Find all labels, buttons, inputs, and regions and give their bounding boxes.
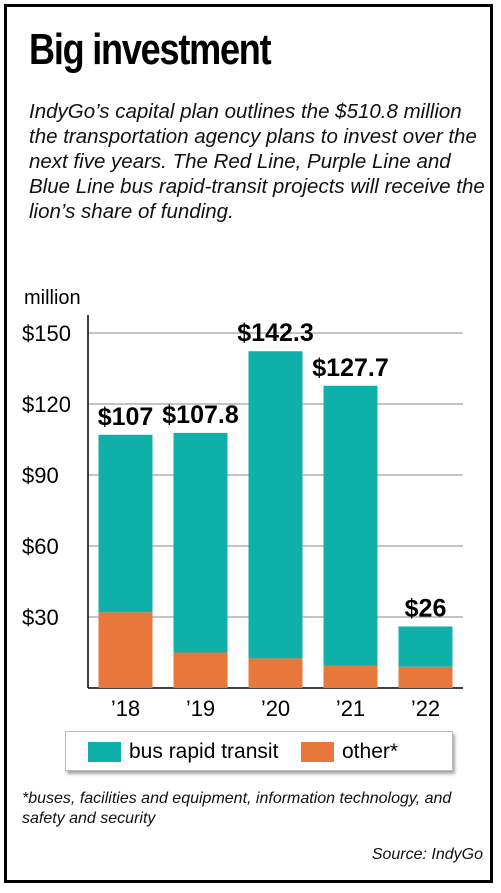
y-tick-label: $120: [22, 392, 71, 417]
x-tick-label: ’20: [261, 696, 290, 721]
legend-item-brt: bus rapid transit: [88, 740, 278, 764]
y-axis-label: million: [24, 287, 81, 309]
bar-total-label: $26: [405, 594, 447, 622]
bar-segment-brt: [98, 434, 153, 613]
y-tick-label: $90: [22, 463, 59, 488]
bar-total-label: $107: [98, 403, 154, 431]
legend-label-brt: bus rapid transit: [129, 740, 279, 763]
bar-segment-brt: [323, 385, 378, 666]
x-tick-label: ’22: [411, 696, 440, 721]
bar-segment-other: [98, 612, 153, 688]
bar-segment-brt: [173, 432, 228, 653]
bar-segment-other: [173, 652, 228, 688]
bar-total-label: $107.8: [162, 401, 239, 429]
footnote: *buses, facilities and equipment, inform…: [22, 790, 452, 827]
legend-item-other: other*: [301, 740, 398, 764]
bar-segment-other: [398, 666, 453, 688]
chart-subtitle: IndyGo’s capital plan outlines the $510.…: [29, 100, 485, 223]
chart-title: Big investment: [29, 25, 272, 74]
bar-total-label: $127.7: [312, 354, 388, 382]
y-tick-label: $150: [22, 321, 71, 346]
source-credit: Source: IndyGo: [371, 846, 483, 863]
bar-segment-other: [323, 665, 378, 688]
x-tick-label: ’19: [186, 696, 215, 721]
bar-segment-brt: [248, 351, 303, 659]
chart-legend: bus rapid transit other*: [65, 731, 453, 771]
y-tick-label: $60: [22, 534, 59, 559]
bar-segment-brt: [398, 626, 453, 667]
y-tick-label: $30: [22, 605, 59, 630]
x-tick-label: ’21: [336, 696, 365, 721]
bar-total-label: $142.3: [237, 319, 313, 347]
bar-segment-other: [248, 658, 303, 688]
legend-swatch-brt: [88, 742, 121, 762]
legend-swatch-other: [301, 742, 334, 762]
x-tick-label: ’18: [111, 696, 140, 721]
legend-label-other: other*: [342, 740, 399, 763]
